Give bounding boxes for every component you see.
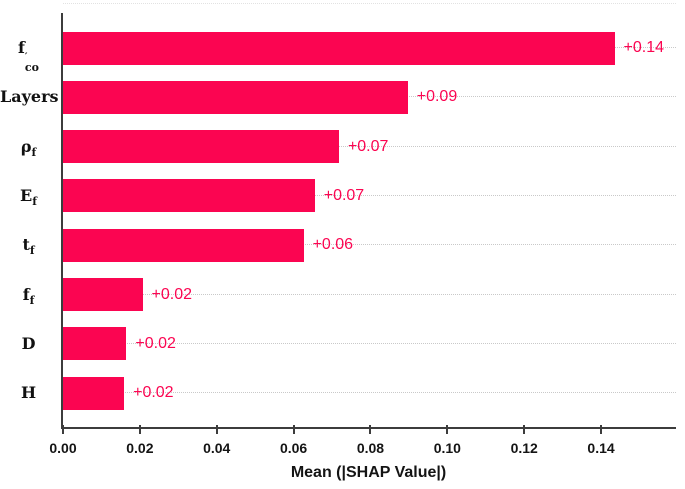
- bar: [63, 130, 339, 164]
- category-label: Layers: [0, 87, 59, 107]
- bar: [63, 278, 143, 312]
- bar: [63, 80, 408, 114]
- x-tick-label: 0.04: [203, 440, 231, 456]
- bar-value-label: +0.02: [133, 384, 174, 402]
- row-gridline: [63, 145, 676, 147]
- x-tick-mark: [523, 425, 526, 434]
- x-tick-label: 0.08: [356, 440, 385, 456]
- x-tick-mark: [138, 425, 141, 434]
- category-label: tf: [22, 235, 35, 258]
- plot-inner: +0.14 +0.09 +0.07 +0.07 +0.06 +0.02 +0.02 +0.02: [63, 13, 676, 427]
- bar-value-label: +0.07: [323, 186, 365, 204]
- bar-value-label: +0.07: [347, 137, 389, 155]
- x-tick-mark: [292, 425, 295, 434]
- bar-value-label: +0.06: [312, 236, 354, 254]
- bar: [63, 376, 125, 410]
- bar-value-label: +0.02: [151, 285, 193, 303]
- row-gridline: [63, 244, 676, 246]
- bar-value-label: +0.09: [416, 88, 458, 106]
- bar: [63, 179, 315, 213]
- x-tick-label: 0.00: [49, 440, 77, 456]
- x-tick-mark: [446, 425, 449, 434]
- x-tick-label: 0.14: [587, 440, 615, 456]
- x-tick-label: 0.02: [126, 440, 154, 456]
- x-tick-mark: [215, 425, 218, 434]
- bar-value-label: +0.02: [135, 334, 176, 352]
- category-label: ρf: [20, 136, 37, 159]
- x-tick-mark: [600, 425, 603, 434]
- category-label: ff: [22, 284, 35, 307]
- category-label: D: [21, 333, 36, 353]
- row-gridline: [63, 293, 676, 295]
- x-tick-mark: [62, 425, 64, 434]
- x-tick-label: 0.06: [279, 440, 308, 456]
- bar-value-label: +0.14: [623, 39, 664, 56]
- category-label: H: [20, 383, 37, 403]
- category-label: f ′ co: [18, 38, 39, 74]
- bar: [63, 228, 304, 262]
- row-gridline: [63, 392, 676, 394]
- top-gridline: [63, 3, 676, 4]
- bar: [63, 327, 127, 361]
- x-tick-label: 0.12: [510, 440, 538, 456]
- row-gridline: [63, 194, 676, 196]
- row-gridline: [63, 342, 676, 344]
- x-axis-title: Mean (|SHAP Value|): [290, 464, 447, 481]
- bar: [63, 31, 615, 65]
- category-label: Ef: [20, 185, 37, 209]
- plot-area: +0.14 +0.09 +0.07 +0.07 +0.06 +0.02 +0.02 +0.02: [61, 13, 676, 429]
- x-tick-label: 0.10: [433, 440, 461, 456]
- x-tick-mark: [369, 425, 372, 434]
